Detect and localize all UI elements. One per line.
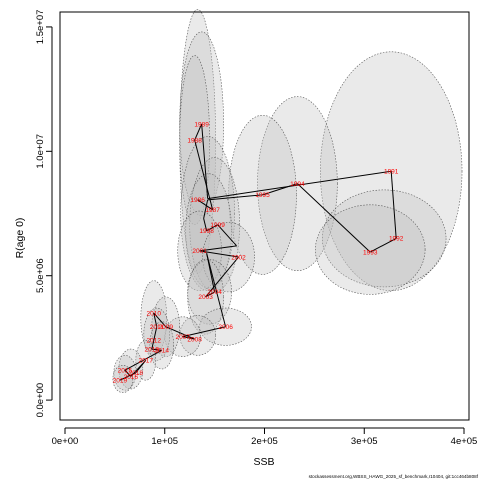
y-axis: 0.0e+00 5.0e+06 1.0e+07 1.5e+07 bbox=[35, 10, 53, 418]
trajectory-segment bbox=[151, 348, 162, 351]
uncertainty-ellipse bbox=[118, 348, 144, 390]
uncertainty-ellipse bbox=[322, 189, 447, 288]
trajectory-segment bbox=[205, 256, 239, 298]
uncertainty-ellipse bbox=[143, 307, 171, 361]
y-tick-label: 5.0e+06 bbox=[35, 258, 46, 293]
x-axis-label: SSB bbox=[253, 456, 274, 468]
trajectory-segment bbox=[206, 224, 218, 232]
year-label-2004: 2004 bbox=[207, 289, 222, 296]
year-label-2003: 2003 bbox=[198, 294, 213, 301]
trajectory-segment bbox=[153, 312, 158, 327]
trajectory-segment bbox=[151, 340, 155, 350]
trajectory-segment bbox=[201, 123, 209, 199]
year-label-1992: 1992 bbox=[389, 236, 404, 243]
y-tick-label: 1.0e+07 bbox=[35, 134, 46, 169]
trajectory-segment bbox=[203, 199, 209, 219]
x-axis: 0e+00 1e+05 2e+05 3e+05 4e+05 bbox=[52, 427, 478, 447]
trajectory-segment bbox=[297, 183, 371, 253]
year-label-2006: 2006 bbox=[218, 324, 233, 331]
trajectory-segment bbox=[165, 326, 195, 340]
footer-provenance: stockassessment.org,WBSS_HAWG_2025_sf_be… bbox=[309, 474, 479, 479]
plot-frame bbox=[59, 11, 470, 421]
year-label-2007: 2007 bbox=[175, 334, 190, 341]
trajectory-segment bbox=[182, 326, 226, 338]
year-label-2018: 2018 bbox=[129, 370, 144, 377]
year-label-2009: 2009 bbox=[159, 324, 174, 331]
year-label-2016: 2016 bbox=[124, 374, 139, 381]
year-label-2008: 2008 bbox=[187, 336, 202, 343]
x-tick-label: 3e+05 bbox=[351, 436, 378, 447]
trajectory-segment bbox=[390, 171, 397, 239]
year-label-1998: 1998 bbox=[199, 228, 214, 235]
y-tick-label: 1.5e+07 bbox=[35, 10, 46, 45]
year-label-1994: 1994 bbox=[290, 181, 305, 188]
trajectory-segment bbox=[217, 224, 237, 247]
trajectory-segment bbox=[119, 372, 137, 381]
year-label-2019: 2019 bbox=[113, 377, 128, 384]
year-label-2001: 2001 bbox=[192, 248, 207, 255]
year-label-1999: 1999 bbox=[210, 222, 225, 229]
year-label-2010: 2010 bbox=[147, 310, 162, 317]
year-label-2015: 2015 bbox=[118, 368, 133, 375]
year-label-1995: 1995 bbox=[255, 192, 270, 199]
trajectory-segment bbox=[124, 349, 162, 371]
year-label-1988: 1988 bbox=[187, 137, 202, 144]
uncertainty-ellipse bbox=[179, 315, 216, 356]
year-label-2017: 2017 bbox=[139, 358, 154, 365]
trajectory-segment bbox=[135, 359, 147, 374]
year-label-2011: 2011 bbox=[150, 324, 164, 331]
trajectory-segment bbox=[370, 237, 397, 253]
year-label-1987: 1987 bbox=[205, 207, 220, 214]
uncertainty-ellipse bbox=[202, 221, 255, 293]
trajectory-segment bbox=[203, 218, 208, 232]
year-label-2002: 2002 bbox=[231, 254, 246, 261]
year-label-2012: 2012 bbox=[147, 338, 162, 345]
year-label-1993: 1993 bbox=[363, 249, 378, 256]
uncertainty-ellipse bbox=[185, 173, 232, 289]
trajectory-segment bbox=[207, 194, 263, 201]
uncertainty-ellipse bbox=[315, 204, 426, 295]
trajectory-segment bbox=[153, 312, 167, 328]
trajectory-segment bbox=[199, 245, 237, 252]
x-tick-label: 2e+05 bbox=[251, 436, 278, 447]
year-label-1991: 1991 bbox=[384, 169, 399, 176]
trajectory-segment bbox=[153, 326, 158, 341]
x-tick-label: 1e+05 bbox=[151, 436, 178, 447]
trajectory-segment bbox=[199, 250, 239, 258]
year-label-2013: 2013 bbox=[145, 346, 160, 353]
x-tick-label: 4e+05 bbox=[451, 436, 478, 447]
year-label-1986: 1986 bbox=[190, 197, 205, 204]
y-axis-label: R(age 0) bbox=[14, 218, 26, 259]
trajectory-segment bbox=[206, 253, 227, 327]
trajectory-segment bbox=[262, 183, 298, 196]
trajectory-segment bbox=[197, 199, 213, 211]
trajectory-segment bbox=[194, 123, 203, 141]
y-tick-label: 0.0e+00 bbox=[35, 383, 46, 418]
trajectory-lines bbox=[119, 123, 397, 381]
x-tick-label: 0e+00 bbox=[52, 436, 79, 447]
year-label-1989: 1989 bbox=[194, 121, 209, 128]
year-label-2014: 2014 bbox=[155, 348, 170, 355]
trajectory-segment bbox=[205, 291, 215, 298]
uncertainty-ellipses bbox=[112, 9, 463, 393]
